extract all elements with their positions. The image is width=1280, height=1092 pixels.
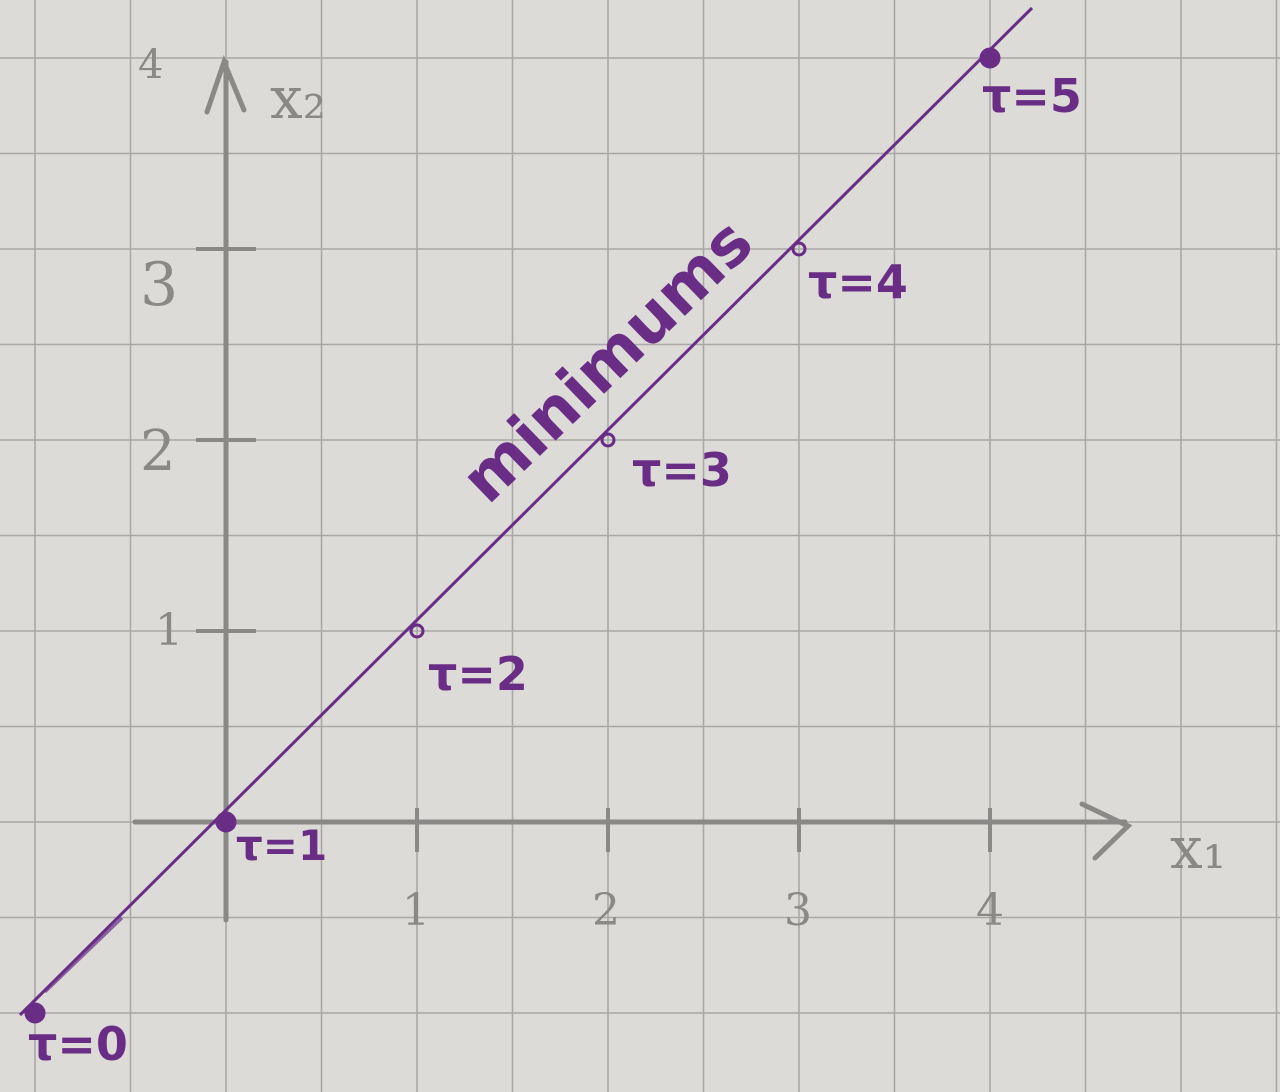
minimums-line [18,6,1034,1017]
tau-points [24,47,1001,1024]
point-label-tau0: τ=0 [28,1017,128,1071]
minimums-line-scribble [43,916,124,994]
point-label-tau5: τ=5 [982,69,1082,123]
x-tick-label: 3 [784,885,812,936]
tau-labels: τ=0 τ=1 τ=2 τ=3 τ=4 τ=5 [28,69,1082,1071]
tau-point [979,47,1001,69]
y-tick-label: 3 [140,250,178,320]
axis-ticks [196,247,992,852]
tau-point [791,241,807,257]
point-label-tau4: τ=4 [808,255,908,309]
x-tick-label: 4 [976,885,1004,936]
point-label-tau3: τ=3 [632,443,732,497]
point-label-tau1: τ=1 [236,821,327,870]
tau-point [409,623,425,639]
x-axis-arrowhead [1079,801,1133,861]
x-axis-label: x₁ [1170,814,1226,882]
axes [132,54,1133,923]
x-tick-label: 1 [402,885,430,936]
y-axis-arrowhead [204,54,247,115]
y-axis-label: x₂ [270,64,326,132]
point-label-tau2: τ=2 [428,647,528,701]
y-axis-top-mark: 4 [138,42,163,88]
tau-point [24,1002,46,1024]
axis-labels: x₁ x₂ 4 1 2 3 4 1 2 3 [138,42,1226,936]
tau-point [600,432,616,448]
y-tick-label: 1 [155,605,183,656]
x-tick-label: 2 [592,885,620,936]
y-tick-label: 2 [140,419,176,484]
tau-point [215,811,237,833]
